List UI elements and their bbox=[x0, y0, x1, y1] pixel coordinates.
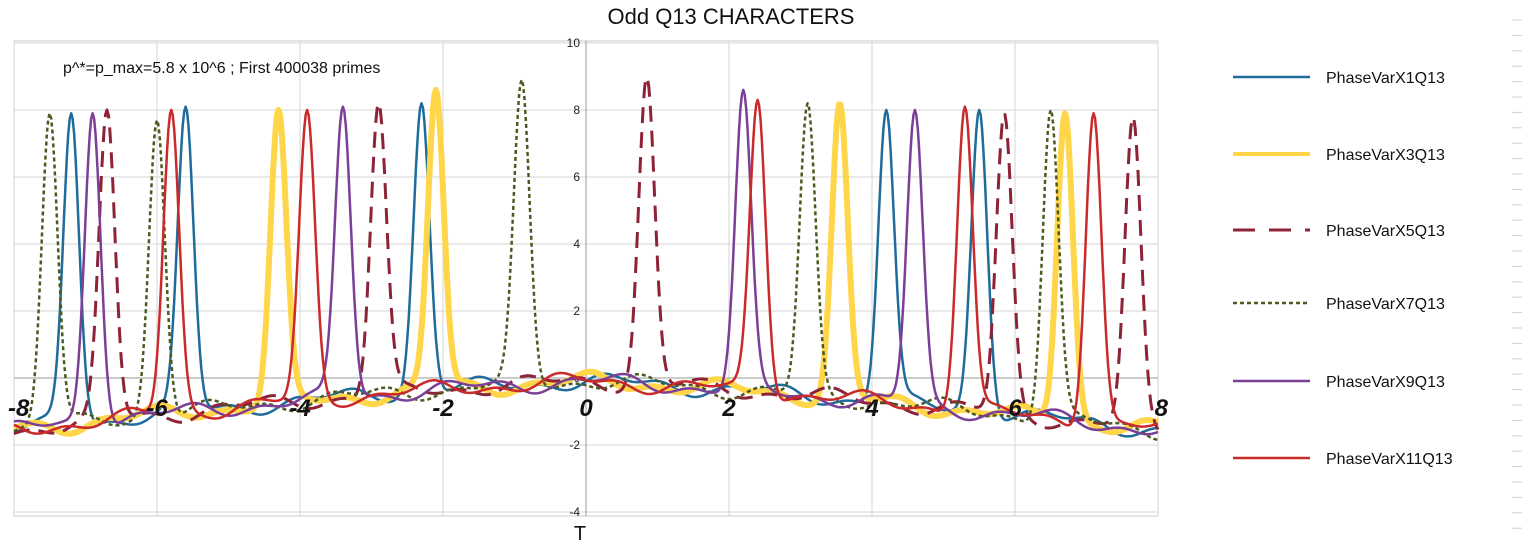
x-tick-label: -6 bbox=[146, 395, 168, 422]
x-tick-label: 8 bbox=[1155, 395, 1169, 422]
legend-label: PhaseVarX11Q13 bbox=[1326, 451, 1453, 468]
y-tick-label: 8 bbox=[573, 103, 580, 117]
series-layer bbox=[12, 76, 1160, 442]
x-tick-label: 4 bbox=[864, 395, 878, 422]
series-line-PhaseVarX7Q13 bbox=[13, 78, 1159, 442]
y-tick-label: 2 bbox=[573, 304, 580, 318]
y-tick-label: 4 bbox=[573, 237, 580, 251]
y-tick-label: 6 bbox=[573, 170, 580, 184]
x-tick-label: -4 bbox=[289, 395, 310, 422]
x-tick-label: 6 bbox=[1008, 395, 1022, 422]
y-tick-label: 10 bbox=[567, 36, 581, 50]
edge-ruler bbox=[1512, 19, 1522, 529]
legend-label: PhaseVarX1Q13 bbox=[1326, 70, 1445, 87]
x-tick-labels: -8 -6 -4 -2 0 2 4 6 8 bbox=[8, 395, 1169, 422]
x-tick-label: -8 bbox=[8, 395, 30, 422]
legend: PhaseVarX1Q13 PhaseVarX3Q13 PhaseVarX5Q13 P… bbox=[1233, 70, 1453, 468]
x-axis bbox=[14, 41, 1158, 516]
x-tick-label: -2 bbox=[432, 395, 454, 422]
x-tick-label: 2 bbox=[721, 395, 736, 422]
y-tick-label: -4 bbox=[569, 505, 580, 519]
x-tick-label: 0 bbox=[579, 395, 593, 422]
series-line-PhaseVarX11Q13 bbox=[13, 98, 1159, 435]
chart-title: Odd Q13 CHARACTERS bbox=[608, 4, 855, 29]
y-tick-label: -2 bbox=[569, 438, 580, 452]
legend-label: PhaseVarX3Q13 bbox=[1326, 147, 1445, 164]
legend-label: PhaseVarX5Q13 bbox=[1326, 223, 1445, 240]
x-axis-label: T bbox=[574, 523, 586, 545]
legend-label: PhaseVarX9Q13 bbox=[1326, 374, 1445, 391]
chart-annotation: p^*=p_max=5.8 x 10^6 ; First 400038 prim… bbox=[63, 60, 380, 77]
legend-label: PhaseVarX7Q13 bbox=[1326, 296, 1445, 313]
